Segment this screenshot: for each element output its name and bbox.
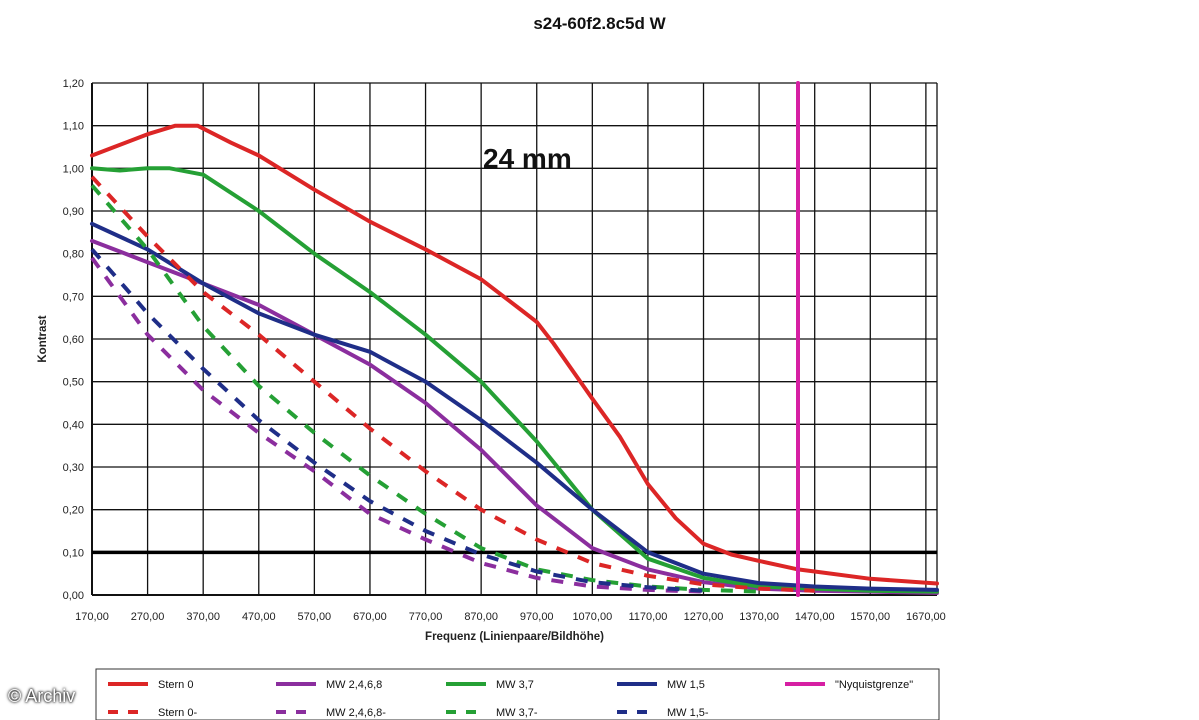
y-tick-label: 0,30 <box>63 462 84 474</box>
x-tick-label: 1570,00 <box>850 611 890 623</box>
series-line-3 <box>90 221 939 592</box>
legend: Stern 0 MW 2,4,6,8 MW 3,7 MW 1,5 "Nyquistgre… <box>95 668 940 720</box>
y-tick-label: 0,20 <box>63 505 84 517</box>
y-tick-label: 1,20 <box>63 78 84 90</box>
legend-label: Stern 0 <box>158 679 193 691</box>
chart-title: s24-60f2.8c5d W <box>533 14 666 33</box>
legend-label: MW 3,7 <box>496 679 534 691</box>
legend-label: MW 2,4,6,8 <box>326 679 382 691</box>
x-tick-label: 1670,00 <box>906 611 946 623</box>
x-tick-label: 170,00 <box>75 611 109 623</box>
legend-label: Stern 0- <box>158 707 197 719</box>
y-tick-label: 1,00 <box>63 163 84 175</box>
y-tick-label: 1,10 <box>63 121 84 133</box>
x-tick-label: 670,00 <box>353 611 387 623</box>
y-tick-label: 0,00 <box>63 590 84 602</box>
watermark: © Archiv <box>8 686 76 706</box>
legend-label: MW 2,4,6,8- <box>326 707 386 719</box>
y-tick-label: 0,90 <box>63 206 84 218</box>
y-tick-label: 0,60 <box>63 334 84 346</box>
x-tick-label: 270,00 <box>131 611 165 623</box>
y-tick-label: 0,40 <box>63 419 84 431</box>
x-axis-label: Frequenz (Linienpaare/Bildhöhe) <box>425 631 604 643</box>
legend-label: MW 3,7- <box>496 707 538 719</box>
series-line-8 <box>90 248 704 593</box>
x-tick-label: 470,00 <box>242 611 276 623</box>
x-tick-label: 570,00 <box>298 611 332 623</box>
x-tick-label: 370,00 <box>186 611 220 623</box>
x-tick-label: 870,00 <box>464 611 498 623</box>
series-line-5 <box>90 175 815 593</box>
x-tick-label: 1270,00 <box>684 611 724 623</box>
legend-box <box>95 668 940 720</box>
legend-label: MW 1,5 <box>667 679 705 691</box>
x-tick-label: 1070,00 <box>572 611 612 623</box>
x-tick-label: 970,00 <box>520 611 554 623</box>
focal-length-annotation: 24 mm <box>483 143 572 174</box>
x-tick-label: 1470,00 <box>795 611 835 623</box>
series-lines <box>90 81 939 597</box>
series-line-0 <box>90 123 939 586</box>
x-tick-label: 1370,00 <box>739 611 779 623</box>
series-line-7 <box>90 184 760 594</box>
y-tick-label: 0,50 <box>63 377 84 389</box>
series-line-2 <box>90 166 939 594</box>
y-tick-label: 0,80 <box>63 249 84 261</box>
legend-label: MW 1,5- <box>667 707 709 719</box>
tick-labels: 170,00 270,00 370,00 470,00 570,00 670,00 770,… <box>63 78 946 623</box>
x-tick-label: 770,00 <box>409 611 443 623</box>
series-line-6 <box>90 256 704 594</box>
y-tick-label: 0,10 <box>63 547 84 559</box>
x-tick-label: 1170,00 <box>628 611 667 623</box>
y-tick-label: 0,70 <box>63 291 84 303</box>
legend-label: "Nyquistgrenze" <box>835 679 913 691</box>
y-axis-label: Kontrast <box>37 315 49 362</box>
